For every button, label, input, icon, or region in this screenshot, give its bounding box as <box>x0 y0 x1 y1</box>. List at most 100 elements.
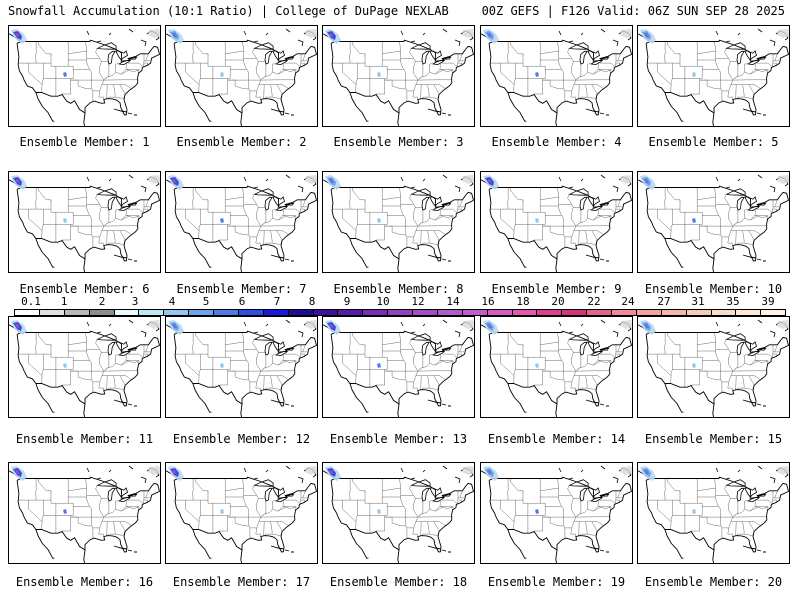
snowfall-shading-northeast <box>148 466 160 475</box>
us-coastline <box>645 39 789 116</box>
caribbean-islands <box>113 545 137 553</box>
colorbar-tick-label: 24 <box>621 295 635 308</box>
ensemble-member-label: Ensemble Member: 5 <box>648 135 779 149</box>
colorbar-tick-label: 27 <box>657 295 671 308</box>
us-coastline <box>16 330 160 407</box>
colorbar-swatch <box>64 310 90 315</box>
colorbar-swatch <box>437 310 463 315</box>
colorbar-tick-label: 4 <box>168 295 176 308</box>
canadian-islands <box>86 465 160 484</box>
caribbean-islands <box>742 254 766 262</box>
snowfall-shading-northwest <box>640 175 656 190</box>
great-lakes <box>725 188 767 212</box>
colorbar-swatch <box>189 310 214 315</box>
canadian-islands <box>715 28 789 47</box>
us-coastline <box>173 39 317 116</box>
colorbar-swatch <box>214 310 239 315</box>
snowfall-shading-northwest <box>168 466 184 481</box>
colorbar-tick-label: 3 <box>131 295 139 308</box>
great-lakes <box>725 479 767 503</box>
canadian-islands <box>558 465 632 484</box>
state-borders <box>490 478 623 539</box>
ensemble-member-map <box>322 316 475 418</box>
snowfall-shading-rockies <box>377 218 381 223</box>
colorbar-tick-label: 12 <box>411 295 425 308</box>
snowfall-shading-rockies <box>377 72 381 77</box>
caribbean-islands <box>742 399 766 407</box>
snowfall-shading-northeast <box>305 466 317 475</box>
snowfall-shading-northwest <box>483 175 499 190</box>
canadian-islands <box>400 28 474 47</box>
colorbar-swatch <box>736 310 762 315</box>
caribbean-islands <box>585 545 609 553</box>
snowfall-shading-rockies <box>63 218 67 223</box>
snowfall-shading-northeast <box>305 29 317 38</box>
state-borders <box>18 187 151 248</box>
ensemble-member-map <box>637 316 790 418</box>
ensemble-member-label: Ensemble Member: 13 <box>329 432 468 446</box>
canadian-islands <box>243 465 317 484</box>
colorbar-tick-label: 39 <box>761 295 775 308</box>
state-borders <box>647 41 780 102</box>
snowfall-shading-northwest <box>11 29 27 44</box>
ensemble-member-label: Ensemble Member: 8 <box>333 282 464 296</box>
colorbar-swatch <box>164 310 190 315</box>
us-coastline <box>330 476 474 553</box>
canadian-islands <box>558 319 632 338</box>
ensemble-member-map <box>480 171 633 273</box>
ensemble-member-map <box>480 462 633 564</box>
colorbar-swatch <box>711 310 737 315</box>
colorbar-tick-label: 14 <box>446 295 460 308</box>
ensemble-member-label: Ensemble Member: 18 <box>329 575 468 589</box>
great-lakes <box>96 333 138 357</box>
colorbar-tick-label: 0.1 <box>21 295 41 308</box>
ensemble-member-label: Ensemble Member: 17 <box>172 575 311 589</box>
snowfall-shading-northeast <box>462 466 474 475</box>
colorbar-swatch <box>413 310 438 315</box>
ensemble-member-map <box>165 25 318 127</box>
snowfall-shading-northeast <box>305 175 317 184</box>
us-coastline <box>645 476 789 553</box>
colorbar-swatch <box>537 310 563 315</box>
caribbean-islands <box>427 108 451 116</box>
us-coastline <box>645 185 789 262</box>
great-lakes <box>96 479 138 503</box>
colorbar-swatch <box>313 310 339 315</box>
state-borders <box>332 478 465 539</box>
ensemble-member-label: Ensemble Member: 15 <box>644 432 783 446</box>
snowfall-shading-rockies <box>535 509 539 514</box>
canadian-islands <box>86 174 160 193</box>
colorbar-tick-label: 18 <box>516 295 530 308</box>
canadian-islands <box>86 28 160 47</box>
us-coastline <box>488 39 632 116</box>
state-borders <box>490 332 623 393</box>
snowfall-shading-northeast <box>777 175 789 184</box>
canadian-islands <box>400 319 474 338</box>
us-coastline <box>16 476 160 553</box>
snowfall-shading-rockies <box>692 218 696 223</box>
snowfall-shading-rockies <box>220 72 224 77</box>
ensemble-member-map <box>322 171 475 273</box>
caribbean-islands <box>270 545 294 553</box>
colorbar-tick-label: 8 <box>308 295 316 308</box>
colorbar-tick-label: 35 <box>726 295 740 308</box>
snowfall-shading-rockies <box>63 509 67 514</box>
ensemble-member-label: Ensemble Member: 12 <box>172 432 311 446</box>
colorbar-swatch <box>512 310 538 315</box>
canadian-islands <box>86 319 160 338</box>
run-valid-time: 00Z GEFS | F126 Valid: 06Z SUN SEP 28 20… <box>481 4 785 18</box>
ensemble-member-label: Ensemble Member: 9 <box>491 282 622 296</box>
map-title: Snowfall Accumulation (10:1 Ratio) | Col… <box>8 4 449 18</box>
snowfall-shading-northeast <box>462 320 474 329</box>
ensemble-member-map <box>8 462 161 564</box>
colorbar-swatch <box>487 310 513 315</box>
great-lakes <box>410 333 452 357</box>
ensemble-member-map <box>322 25 475 127</box>
snowfall-shading-rockies <box>692 509 696 514</box>
ensemble-member-map <box>165 462 318 564</box>
snowfall-shading-rockies <box>535 363 539 368</box>
snowfall-shading-northeast <box>305 320 317 329</box>
snowfall-shading-northeast <box>777 320 789 329</box>
canadian-islands <box>243 174 317 193</box>
colorbar-tick-label: 5 <box>202 295 210 308</box>
